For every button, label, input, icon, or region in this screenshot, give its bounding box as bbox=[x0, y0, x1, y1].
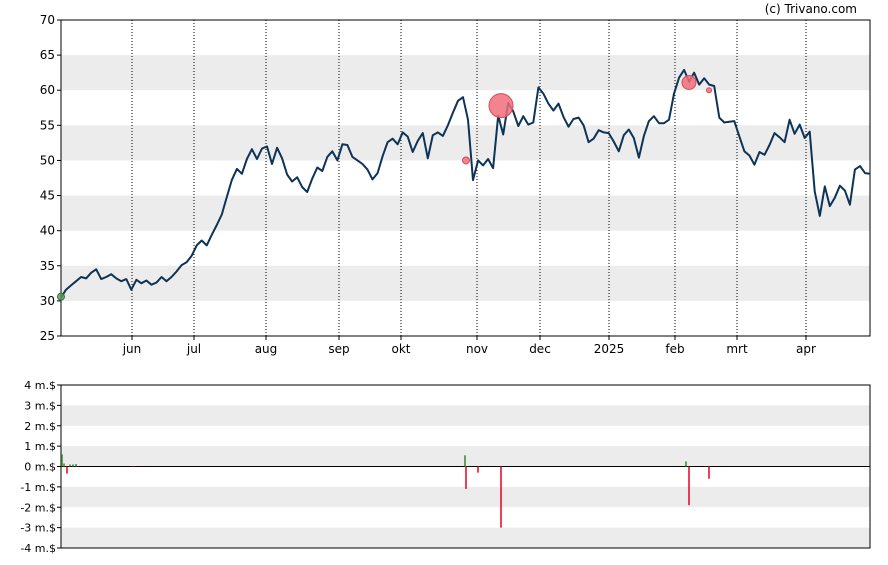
y-tick-label: 35 bbox=[40, 259, 55, 273]
grid-band bbox=[61, 195, 870, 231]
y-tick-label: 0 m.$ bbox=[24, 461, 56, 474]
x-tick-label: nov bbox=[466, 342, 488, 356]
y-tick-label: 55 bbox=[40, 118, 55, 132]
trade-marker bbox=[681, 74, 697, 90]
y-tick-label: 70 bbox=[40, 13, 55, 27]
y-tick-label: 25 bbox=[40, 329, 55, 343]
y-tick-label: 50 bbox=[40, 153, 55, 167]
trade-marker bbox=[706, 87, 712, 94]
price-line bbox=[60, 68, 871, 298]
y-tick-label: 30 bbox=[40, 294, 55, 308]
plot-frame bbox=[60, 19, 871, 337]
insider-volume-panel: 4 m.$ 3 m.$ 2 m.$ 1 m.$ 0 m.$ -1 m.$ -2 m.$ -3 … bbox=[20, 379, 871, 555]
y-tick-label: 40 bbox=[40, 224, 55, 238]
y-tick-label: 65 bbox=[40, 48, 55, 62]
x-tick-label: mrt bbox=[726, 342, 748, 356]
y-tick-label: 45 bbox=[40, 189, 55, 203]
x-tick-label: sep bbox=[328, 342, 349, 356]
x-tick-label: aug bbox=[255, 342, 278, 356]
x-tick-label: jul bbox=[186, 342, 201, 356]
grid-band bbox=[61, 125, 870, 161]
grid-band bbox=[61, 527, 870, 548]
y-tick-label: 1 m.$ bbox=[24, 440, 56, 453]
x-tick-label: feb bbox=[665, 342, 684, 356]
y-tick-label: 4 m.$ bbox=[24, 379, 56, 392]
y-tick-label: -4 m.$ bbox=[20, 542, 56, 555]
x-tick-label: okt bbox=[392, 342, 411, 356]
y-tick-label: -2 m.$ bbox=[20, 501, 56, 514]
grid-band bbox=[61, 486, 870, 508]
grid-band bbox=[61, 405, 870, 426]
y-tick-label: -1 m.$ bbox=[20, 481, 56, 494]
x-tick-label: apr bbox=[796, 342, 816, 356]
y-tick-label: 3 m.$ bbox=[24, 399, 56, 412]
x-tick-label: dec bbox=[529, 342, 551, 356]
credit-label: (c) Trivano.com bbox=[765, 2, 857, 16]
grid-band bbox=[61, 55, 870, 91]
price-panel: jun jul aug sep okt nov dec 2025 feb mrt apr 25 30 35… bbox=[40, 13, 871, 356]
trade-marker bbox=[462, 156, 470, 165]
grid-band bbox=[61, 265, 870, 301]
trade-marker bbox=[57, 292, 65, 301]
y-tick-label: 2 m.$ bbox=[24, 420, 56, 433]
x-tick-label: 2025 bbox=[594, 342, 625, 356]
y-tick-label: 60 bbox=[40, 83, 55, 97]
x-tick-label: jun bbox=[122, 342, 142, 356]
trade-marker bbox=[488, 93, 514, 119]
y-tick-label: -3 m.$ bbox=[20, 522, 56, 535]
